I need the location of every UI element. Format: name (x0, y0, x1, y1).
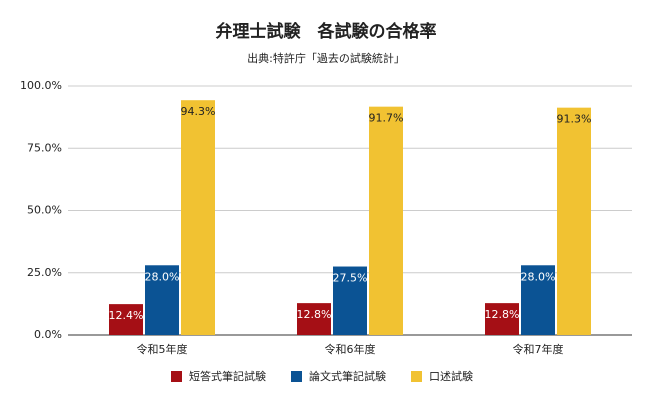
value-label: 27.5% (333, 272, 368, 285)
x-tick-label: 令和6年度 (325, 342, 376, 356)
chart-subtitle: 出典:特許庁「過去の試験統計」 (247, 51, 405, 65)
legend-swatch (171, 371, 182, 382)
value-label: 28.0% (145, 270, 180, 283)
legend-label: 口述試験 (429, 369, 473, 383)
y-tick-label: 0.0% (34, 328, 62, 341)
bar (333, 266, 367, 335)
bar (557, 107, 591, 336)
legend-label: 短答式筆記試験 (189, 369, 266, 383)
bar (297, 303, 331, 335)
bar (145, 265, 179, 335)
y-tick-label: 75.0% (27, 141, 62, 154)
legend-swatch (291, 371, 302, 382)
y-tick-label: 25.0% (27, 266, 62, 279)
bar (485, 303, 519, 335)
value-label: 12.8% (297, 308, 332, 321)
bar (109, 304, 143, 335)
value-label: 91.7% (369, 112, 404, 125)
y-tick-label: 100.0% (20, 79, 62, 92)
chart-title: 弁理士試験 各試験の合格率 (216, 21, 437, 42)
bar (181, 100, 215, 336)
bar (521, 265, 555, 335)
legend-swatch (411, 371, 422, 382)
legend-label: 論文式筆記試験 (309, 369, 386, 383)
x-tick-label: 令和5年度 (137, 342, 188, 356)
value-label: 12.8% (485, 308, 520, 321)
x-tick-label: 令和7年度 (513, 342, 564, 356)
value-label: 12.4% (109, 309, 144, 322)
y-tick-label: 50.0% (27, 204, 62, 217)
bar (369, 106, 403, 336)
value-label: 91.3% (557, 113, 592, 126)
value-label: 94.3% (181, 105, 216, 118)
value-label: 28.0% (521, 270, 556, 283)
